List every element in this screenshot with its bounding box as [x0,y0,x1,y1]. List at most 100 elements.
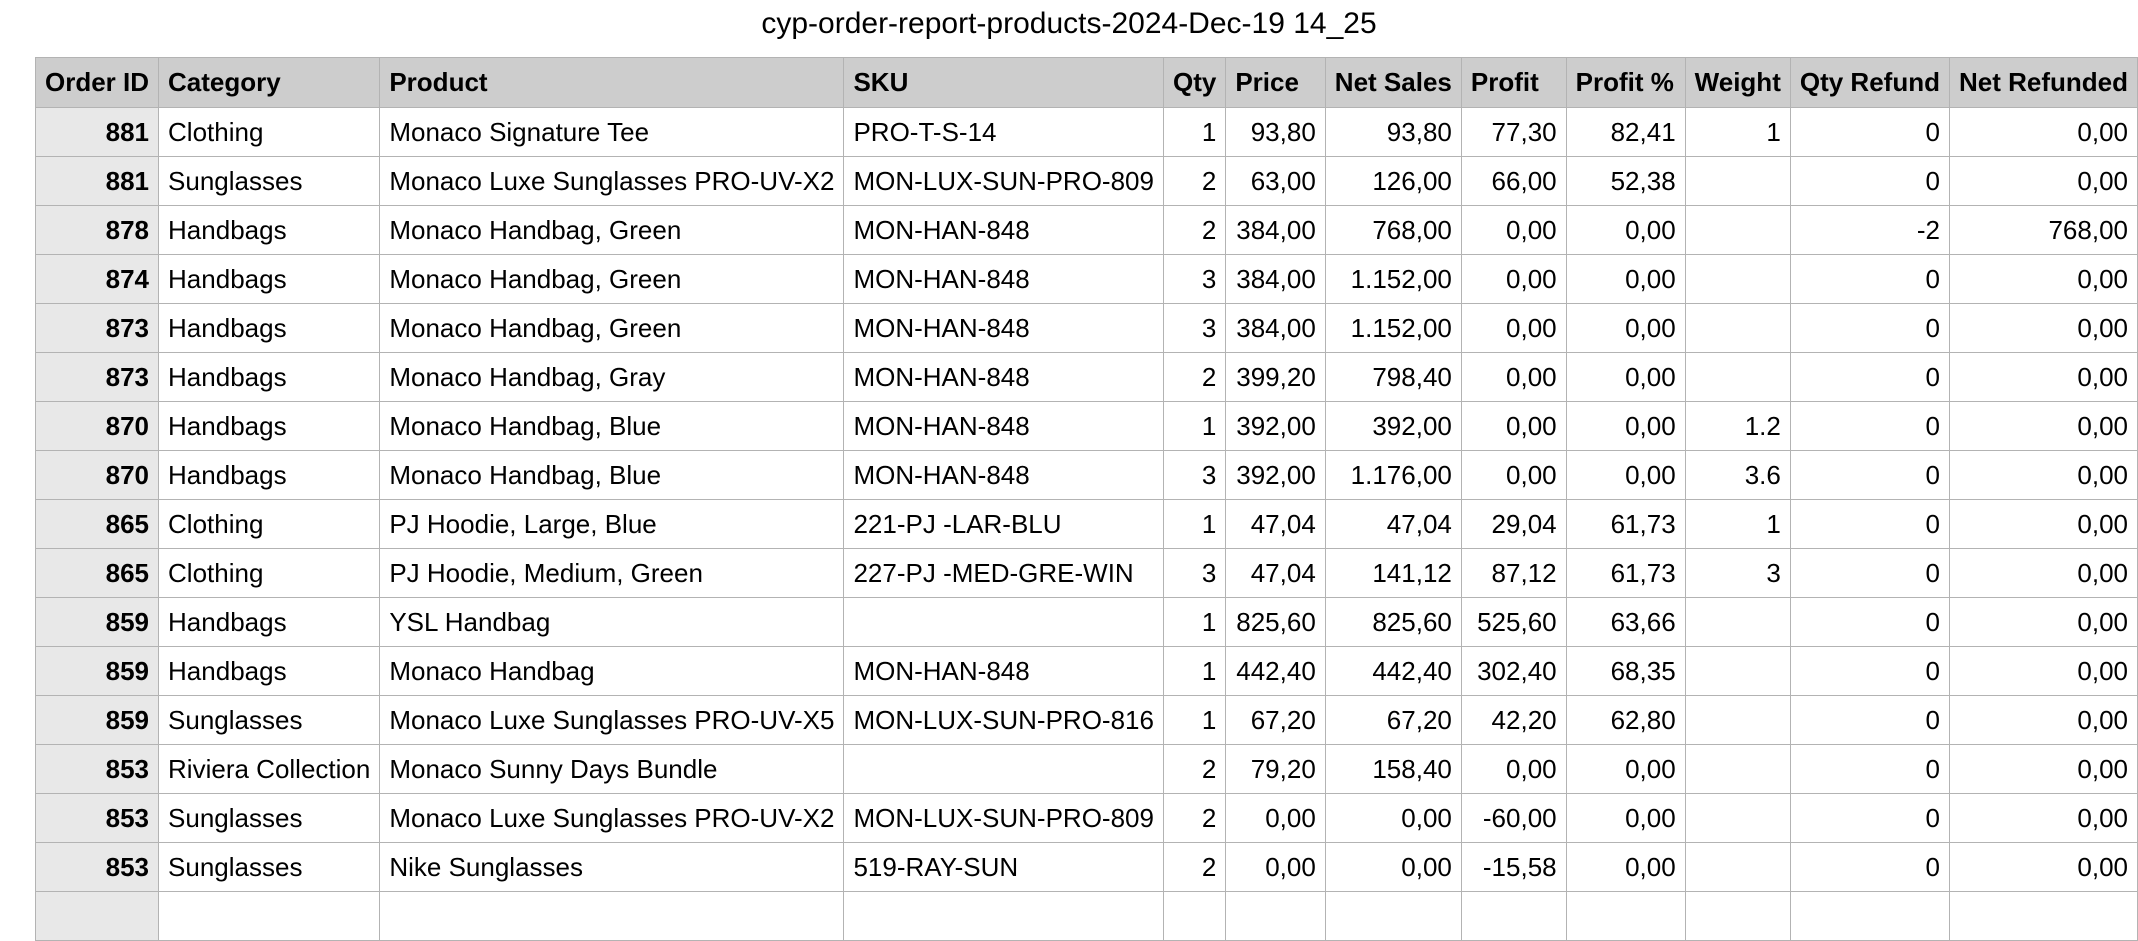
cell-order-id[interactable]: 870 [34,450,160,500]
cell-order-id[interactable]: 853 [34,793,160,843]
cell-sku[interactable]: 519-RAY-SUN [843,842,1164,892]
cell-net-refunded[interactable]: 0,00 [1948,401,2138,451]
cell-weight[interactable] [1684,842,1791,892]
cell-qty-refund[interactable]: -2 [1789,205,1950,255]
cell-sku[interactable]: MON-HAN-848 [843,205,1164,255]
cell-category[interactable]: Sunglasses [158,156,381,206]
cell-price[interactable]: 47,04 [1225,499,1326,549]
cell-sku[interactable] [843,744,1164,794]
cell-price[interactable]: 384,00 [1225,205,1326,255]
cell-qty-refund[interactable]: 0 [1789,499,1950,549]
cell-qty-refund[interactable]: 0 [1789,107,1950,157]
cell-qty[interactable]: 2 [1162,793,1227,843]
column-header-order-id[interactable]: Order ID [34,57,160,108]
cell-order-id[interactable]: 859 [34,597,160,647]
cell-qty-refund[interactable]: 0 [1789,303,1950,353]
cell-price[interactable]: 67,20 [1225,695,1326,745]
cell-qty[interactable]: 3 [1162,254,1227,304]
cell-product[interactable]: Monaco Handbag, Blue [379,401,845,451]
cell-price[interactable]: 0,00 [1225,793,1326,843]
column-header-net-refunded[interactable]: Net Refunded [1948,57,2138,108]
cell-sku[interactable]: MON-HAN-848 [843,401,1164,451]
cell-category[interactable]: Handbags [158,303,381,353]
cell-qty-refund[interactable]: 0 [1789,450,1950,500]
cell-profit-percent[interactable]: 68,35 [1565,646,1686,696]
cell-profit-percent[interactable]: 52,38 [1565,156,1686,206]
cell-category[interactable]: Handbags [158,401,381,451]
cell-net-sales[interactable]: 141,12 [1324,548,1462,598]
cell-net-sales[interactable] [1324,891,1462,941]
cell-price[interactable]: 392,00 [1225,450,1326,500]
column-header-price[interactable]: Price [1225,57,1326,108]
cell-weight[interactable]: 1.2 [1684,401,1791,451]
cell-qty-refund[interactable] [1789,891,1950,941]
cell-order-id[interactable]: 865 [34,499,160,549]
column-header-product[interactable]: Product [379,57,845,108]
cell-profit[interactable]: 0,00 [1460,401,1567,451]
cell-profit-percent[interactable]: 0,00 [1565,450,1686,500]
cell-weight[interactable] [1684,793,1791,843]
cell-qty-refund[interactable]: 0 [1789,646,1950,696]
column-header-profit[interactable]: Profit [1460,57,1567,108]
cell-qty[interactable] [1162,891,1227,941]
cell-qty[interactable]: 1 [1162,107,1227,157]
cell-price[interactable]: 63,00 [1225,156,1326,206]
cell-product[interactable]: Monaco Handbag, Green [379,254,845,304]
cell-category[interactable]: Clothing [158,499,381,549]
cell-category[interactable]: Handbags [158,352,381,402]
cell-category[interactable] [158,891,381,941]
cell-profit[interactable] [1460,891,1567,941]
cell-order-id[interactable]: 878 [34,205,160,255]
cell-qty[interactable]: 2 [1162,156,1227,206]
cell-order-id[interactable]: 870 [34,401,160,451]
cell-profit[interactable]: 0,00 [1460,450,1567,500]
cell-sku[interactable]: PRO-T-S-14 [843,107,1164,157]
cell-profit[interactable]: 0,00 [1460,744,1567,794]
column-header-net-sales[interactable]: Net Sales [1324,57,1462,108]
cell-sku[interactable]: MON-LUX-SUN-PRO-816 [843,695,1164,745]
cell-qty-refund[interactable]: 0 [1789,156,1950,206]
column-header-profit-percent[interactable]: Profit % [1565,57,1686,108]
cell-profit-percent[interactable]: 82,41 [1565,107,1686,157]
cell-profit-percent[interactable]: 0,00 [1565,401,1686,451]
cell-net-sales[interactable]: 442,40 [1324,646,1462,696]
cell-price[interactable]: 384,00 [1225,303,1326,353]
cell-net-sales[interactable]: 1.176,00 [1324,450,1462,500]
cell-net-sales[interactable]: 158,40 [1324,744,1462,794]
cell-net-sales[interactable]: 93,80 [1324,107,1462,157]
cell-weight[interactable]: 1 [1684,107,1791,157]
cell-net-sales[interactable]: 47,04 [1324,499,1462,549]
cell-qty-refund[interactable]: 0 [1789,401,1950,451]
cell-profit[interactable]: 42,20 [1460,695,1567,745]
cell-product[interactable]: Monaco Handbag, Gray [379,352,845,402]
cell-qty-refund[interactable]: 0 [1789,842,1950,892]
cell-product[interactable]: Monaco Handbag, Green [379,303,845,353]
cell-product[interactable]: Monaco Luxe Sunglasses PRO-UV-X2 [379,793,845,843]
cell-category[interactable]: Handbags [158,205,381,255]
cell-net-refunded[interactable]: 0,00 [1948,352,2138,402]
cell-net-refunded[interactable]: 0,00 [1948,303,2138,353]
cell-product[interactable]: PJ Hoodie, Medium, Green [379,548,845,598]
cell-sku[interactable]: MON-HAN-848 [843,352,1164,402]
cell-weight[interactable]: 1 [1684,499,1791,549]
cell-product[interactable]: Monaco Handbag, Green [379,205,845,255]
cell-weight[interactable] [1684,891,1791,941]
cell-category[interactable]: Handbags [158,254,381,304]
cell-net-sales[interactable]: 392,00 [1324,401,1462,451]
cell-order-id[interactable]: 874 [34,254,160,304]
cell-qty[interactable]: 1 [1162,597,1227,647]
cell-sku[interactable]: MON-HAN-848 [843,450,1164,500]
cell-price[interactable]: 442,40 [1225,646,1326,696]
cell-qty-refund[interactable]: 0 [1789,744,1950,794]
cell-category[interactable]: Riviera Collection [158,744,381,794]
cell-weight[interactable] [1684,156,1791,206]
cell-qty[interactable]: 1 [1162,646,1227,696]
cell-profit[interactable]: 302,40 [1460,646,1567,696]
cell-profit-percent[interactable]: 61,73 [1565,548,1686,598]
column-header-qty-refund[interactable]: Qty Refund [1789,57,1950,108]
cell-order-id[interactable] [34,891,160,941]
cell-price[interactable]: 93,80 [1225,107,1326,157]
cell-category[interactable]: Sunglasses [158,842,381,892]
cell-net-refunded[interactable]: 0,00 [1948,695,2138,745]
cell-product[interactable]: PJ Hoodie, Large, Blue [379,499,845,549]
